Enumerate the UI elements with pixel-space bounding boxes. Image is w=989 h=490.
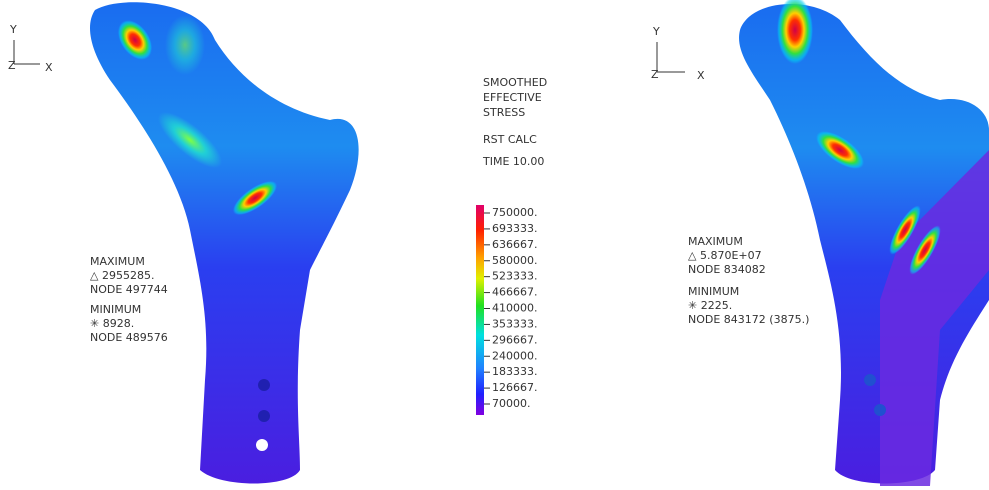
legend-label: 523333.: [492, 270, 538, 283]
legend-label: 466667.: [492, 286, 538, 299]
fea-screenshot: Y Z X Y Z X MAXIMUM△ 2955285.NODE 497744…: [0, 0, 989, 486]
legend-label: 636667.: [492, 238, 538, 251]
legend-label: 70000.: [492, 397, 531, 410]
femur-left: [90, 2, 359, 483]
axis-label: X: [697, 69, 705, 82]
left-model: [90, 2, 359, 483]
hole: [256, 439, 268, 451]
info-line: MINIMUM: [90, 303, 141, 316]
hole: [864, 374, 876, 386]
left-info: MAXIMUM△ 2955285.NODE 497744 MINIMUM✳ 892…: [90, 255, 168, 344]
axis-label: Y: [9, 23, 17, 36]
info-line: MINIMUM: [688, 285, 739, 298]
legend-label: 183333.: [492, 365, 538, 378]
info-line: NODE 497744: [90, 283, 168, 296]
axis-label: Z: [651, 68, 659, 81]
hole: [874, 404, 886, 416]
hole: [258, 379, 270, 391]
info-line: △ 5.870E+07: [688, 249, 762, 262]
axis-label: Z: [8, 59, 16, 72]
info-line: MAXIMUM: [688, 235, 743, 248]
hotspot: [165, 15, 205, 75]
hole: [258, 410, 270, 422]
right-model: [739, 0, 989, 486]
legend-title: SMOOTHED: [483, 76, 547, 89]
legend-label: 296667.: [492, 333, 538, 346]
legend-title: STRESS: [483, 106, 525, 119]
legend-label: 353333.: [492, 317, 538, 330]
right-triad: Y Z X: [651, 25, 705, 82]
info-line: NODE 843172 (3875.): [688, 313, 809, 326]
legend: SMOOTHED EFFECTIVE STRESS RST CALC TIME …: [476, 76, 547, 415]
legend-time: TIME 10.00: [482, 155, 544, 168]
info-line: NODE 489576: [90, 331, 168, 344]
legend-title: EFFECTIVE: [483, 91, 542, 104]
legend-label: 126667.: [492, 381, 538, 394]
legend-label: 240000.: [492, 349, 538, 362]
info-line: ✳ 8928.: [90, 317, 134, 330]
info-line: NODE 834082: [688, 263, 766, 276]
color-bar: [476, 205, 484, 415]
info-line: △ 2955285.: [90, 269, 154, 282]
legend-calc: RST CALC: [483, 133, 537, 146]
legend-label: 580000.: [492, 254, 538, 267]
left-triad: Y Z X: [8, 23, 53, 74]
page: {"left_panel": {"axes": {"y": "Y", "z": …: [0, 0, 989, 490]
info-line: ✳ 2225.: [688, 299, 732, 312]
info-line: MAXIMUM: [90, 255, 145, 268]
legend-label: 693333.: [492, 222, 538, 235]
legend-label: 410000.: [492, 302, 538, 315]
axis-label: X: [45, 61, 53, 74]
legend-label: 750000.: [492, 206, 538, 219]
axis-label: Y: [652, 25, 660, 38]
